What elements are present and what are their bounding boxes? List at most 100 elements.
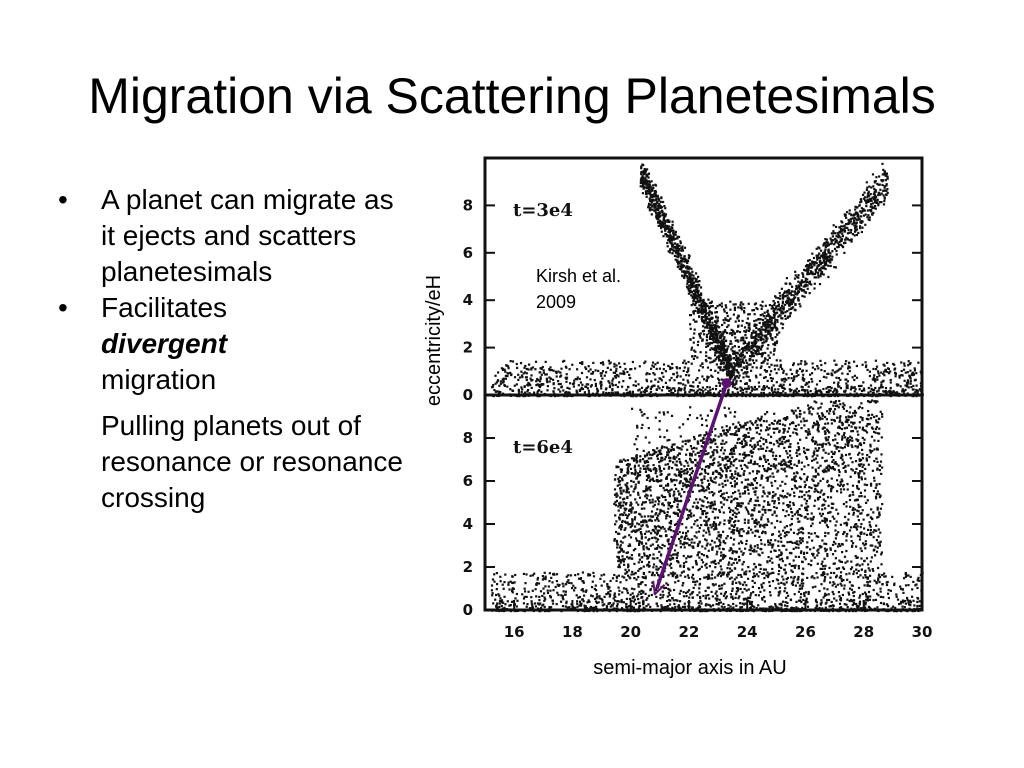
scatter-point [870,199,873,202]
scatter-point [747,387,750,390]
scatter-point [885,603,888,606]
scatter-point [581,383,584,386]
scatter-point [792,306,795,309]
scatter-point [766,314,769,317]
scatter-point [824,261,828,264]
scatter-point [635,394,638,398]
scatter-point [910,373,913,376]
scatter-point [660,606,663,609]
scatter-point [744,478,747,481]
scatter-point [838,576,841,579]
scatter-point [872,376,875,379]
scatter-point [834,585,837,588]
scatter-point [882,372,885,375]
scatter-point [584,366,587,369]
scatter-point [879,507,882,510]
scatter-point [891,575,894,578]
scatter-point [596,387,599,390]
scatter-point [534,588,537,591]
scatter-point [762,328,765,331]
scatter-point [832,239,835,242]
scatter-point [643,171,646,174]
scatter-point [877,372,880,375]
scatter-point [917,389,920,392]
scatter-point [762,315,765,318]
scatter-point [729,609,732,613]
scatter-point [632,384,635,387]
scatter-point [702,319,705,322]
scatter-point [814,269,817,272]
scatter-point [760,583,763,586]
scatter-point [776,305,780,308]
scatter-point [888,372,891,375]
scatter-point [531,574,534,577]
scatter-point [786,492,789,495]
scatter-point [865,609,868,612]
scatter-point [773,390,776,393]
scatter-point [770,388,773,391]
scatter-point [587,370,590,373]
scatter-point [656,361,659,364]
scatter-point [729,481,732,484]
scatter-point [601,361,604,364]
scatter-point [859,225,862,228]
scatter-point [640,581,643,584]
scatter-point [760,331,763,334]
scatter-point [734,609,737,612]
scatter-point [645,181,648,184]
scatter-point [684,391,687,394]
scatter-point [861,363,864,366]
scatter-point [877,194,880,197]
scatter-point [680,609,683,612]
scatter-point [730,370,734,373]
scatter-point [504,608,507,611]
scatter-point [632,600,635,603]
scatter-point [540,367,543,370]
scatter-point [719,331,722,334]
scatter-point [511,360,515,363]
scatter-point [897,394,901,397]
scatter-point [797,276,800,279]
scatter-point [804,360,807,363]
scatter-point [690,304,693,307]
scatter-point [654,193,657,196]
scatter-point [729,317,732,320]
scatter-point [719,362,722,366]
scatter-point [666,241,669,245]
scatter-point [855,218,858,221]
scatter-point [525,573,528,576]
scatter-point [624,367,627,371]
scatter-point [692,274,695,277]
scatter-point [632,609,635,612]
scatter-point [895,394,898,397]
scatter-point [744,346,748,349]
scatter-point [846,238,849,241]
scatter-point [763,376,766,379]
scatter-point [655,197,658,200]
scatter-point [566,392,569,395]
scatter-point [666,393,669,396]
scatter-point [742,391,745,394]
scatter-point [838,595,841,598]
scatter-point [651,184,655,187]
scatter-point [687,267,691,270]
scatter-point [883,196,886,199]
scatter-point [647,475,650,478]
scatter-point [740,361,743,364]
scatter-point [822,259,825,262]
scatter-point [782,297,785,300]
scatter-point [919,370,922,373]
scatter-point [863,609,866,613]
scatter-point [901,374,904,377]
scatter-point [536,607,540,610]
scatter-point [623,362,626,365]
scatter-point [568,387,571,390]
scatter-point [846,606,849,609]
scatter-point [762,338,765,341]
scatter-point [723,357,726,360]
scatter-point [786,290,789,293]
scatter-point [687,270,690,273]
scatter-point [895,383,898,386]
scatter-point [803,592,806,595]
